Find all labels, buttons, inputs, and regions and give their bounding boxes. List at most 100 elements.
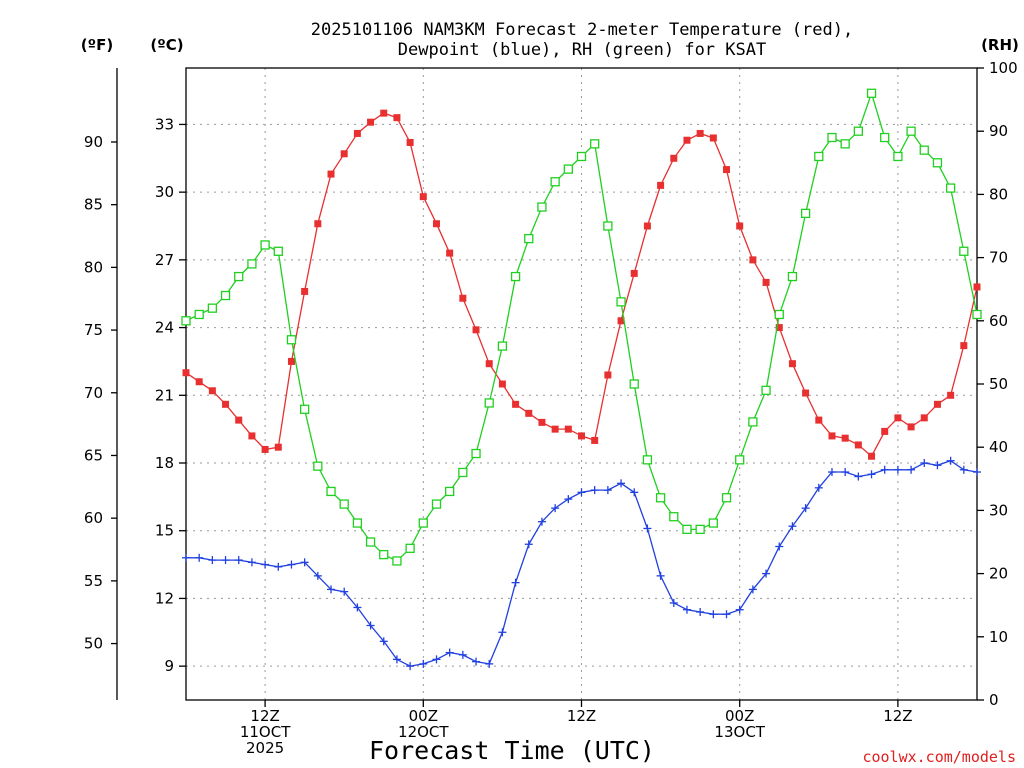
fahrenheit-tick-label: 85: [84, 196, 103, 214]
temperature-point: [960, 342, 968, 350]
rh-tick-label: 60: [989, 312, 1008, 330]
dewpoint-point: [511, 578, 520, 587]
dewpoint-point: [340, 587, 349, 596]
temperature-point: [353, 129, 361, 137]
temperature-point: [314, 220, 322, 228]
temperature-point: [854, 441, 862, 449]
celsius-tick-label: 18: [155, 454, 174, 472]
x-axis-label: Forecast Time (UTC): [369, 736, 655, 765]
temperature-point: [617, 317, 625, 325]
temperature-point: [802, 389, 810, 397]
dewpoint-point: [788, 522, 797, 531]
celsius-unit-label: (ºC): [150, 36, 183, 54]
rh-tick-label: 30: [989, 501, 1008, 519]
dewpoint-point: [208, 556, 217, 565]
dewpoint-point: [564, 495, 573, 504]
chart-title-line1: 2025101106 NAM3KM Forecast 2-meter Tempe…: [311, 20, 853, 40]
temperature-point: [828, 432, 836, 440]
rh-point: [194, 309, 204, 320]
rh-point: [774, 309, 784, 320]
temperature-point: [419, 193, 427, 201]
gridlines: [186, 68, 977, 700]
fahrenheit-tick-label: 55: [84, 572, 103, 590]
rh-point: [273, 246, 283, 256]
rh-point: [471, 448, 481, 459]
rh-point: [220, 290, 231, 301]
fahrenheit-tick-label: 75: [84, 321, 103, 339]
x-tick-label: 13OCT: [714, 723, 765, 741]
rh-point: [787, 271, 798, 282]
rh-point: [748, 417, 758, 427]
rh-point: [590, 139, 600, 149]
rh-point: [893, 151, 903, 162]
x-tick-label: 00Z: [409, 707, 438, 725]
rh-point: [761, 385, 771, 395]
dewpoint-point: [722, 610, 731, 619]
rh-point: [234, 271, 244, 282]
rh-tick-label: 10: [989, 628, 1008, 646]
rh-point: [827, 132, 837, 143]
dewpoint-point: [656, 571, 665, 580]
fahrenheit-tick-label: 90: [84, 133, 103, 151]
rh-point: [497, 341, 508, 351]
rh-point: [880, 132, 890, 143]
rh-point: [379, 549, 389, 560]
rh-point: [537, 202, 547, 212]
celsius-tick-label: 33: [155, 115, 174, 133]
dewpoint-point: [827, 468, 836, 477]
temperature-point: [301, 287, 309, 295]
rh-point: [629, 379, 639, 389]
dewpoint-point: [472, 657, 481, 666]
dewpoint-point: [366, 621, 375, 630]
temperature-point: [630, 269, 638, 277]
celsius-tick-label: 21: [155, 386, 174, 404]
dewpoint-point: [814, 483, 823, 492]
credit-link[interactable]: coolwx.com/models: [862, 748, 1016, 766]
temperature-point: [248, 432, 256, 440]
rh-point: [524, 233, 534, 244]
dewpoint-point: [748, 585, 757, 594]
dewpoint-point: [221, 556, 230, 565]
rh-tick-label: 80: [989, 185, 1008, 203]
dewpoint-point: [854, 472, 863, 481]
dewpoint-point: [696, 607, 705, 616]
fahrenheit-tick-label: 50: [84, 635, 103, 653]
temperature-point: [920, 414, 928, 422]
dewpoint-point: [261, 560, 270, 569]
dewpoint-point: [327, 585, 336, 594]
dewpoint-point: [524, 540, 533, 549]
temperature-point: [736, 222, 744, 230]
dewpoint-point: [537, 517, 546, 526]
rh-point: [260, 240, 270, 250]
rh-point: [352, 518, 363, 528]
fahrenheit-tick-label: 60: [84, 509, 103, 527]
rh-point: [800, 208, 811, 219]
temperature-point: [643, 222, 651, 230]
x-tick-label: 11OCT: [240, 723, 291, 741]
rh-point: [655, 493, 666, 503]
temperature-point: [538, 418, 546, 426]
rh-point: [181, 316, 191, 326]
temperature-point: [287, 357, 295, 365]
temperature-point: [393, 114, 401, 122]
dewpoint-point: [274, 562, 283, 571]
temperature-point: [657, 181, 665, 189]
dewpoint-point: [643, 524, 652, 533]
rh-point: [603, 221, 613, 231]
rh-point: [339, 499, 349, 509]
rh-unit-label: (RH): [981, 36, 1019, 54]
temperature-point: [723, 166, 731, 174]
temperature-point: [367, 118, 375, 126]
rh-point: [840, 139, 850, 149]
celsius-tick-label: 24: [155, 319, 174, 337]
rh-point: [695, 524, 705, 535]
rh-point: [326, 486, 336, 497]
x-tick-label: 12Z: [883, 707, 912, 725]
dewpoint-point: [775, 542, 784, 551]
dewpoint-point: [287, 560, 296, 569]
rh-point: [814, 151, 824, 162]
rh-point: [906, 126, 916, 136]
temperature-point: [235, 416, 243, 424]
chart-title-line2: Dewpoint (blue), RH (green) for KSAT: [398, 40, 766, 60]
rh-point: [458, 467, 468, 478]
